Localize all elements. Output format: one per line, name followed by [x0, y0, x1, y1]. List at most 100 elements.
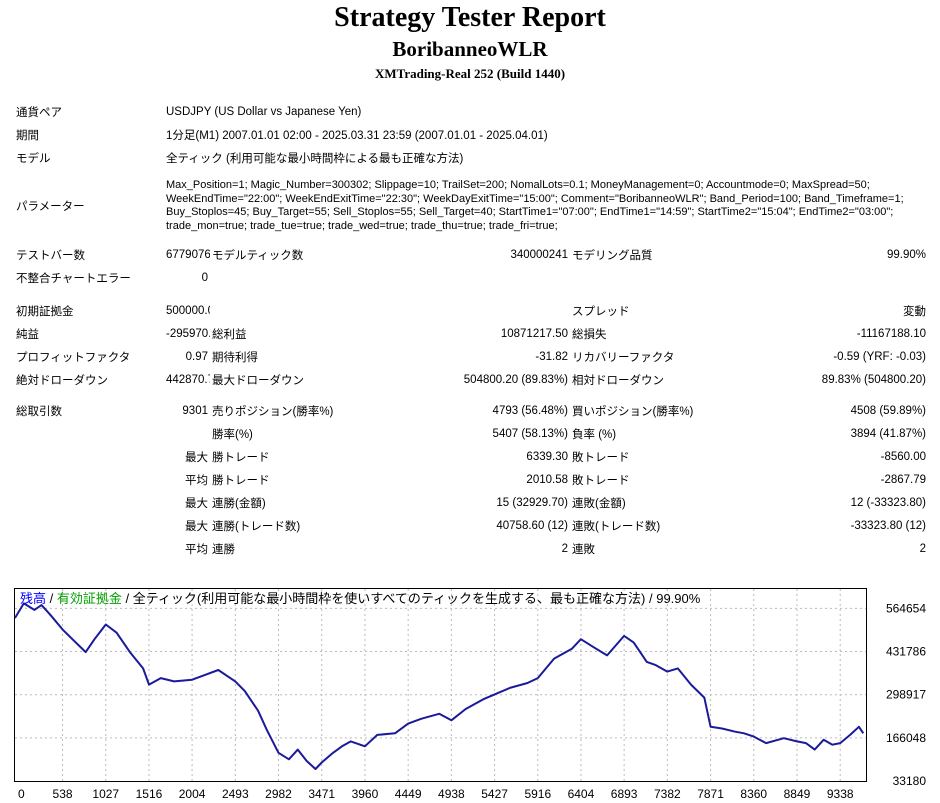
largest-loss-label: 敗トレード — [572, 451, 630, 464]
x-tick-label: 5427 — [481, 787, 508, 801]
report-table: 通貨ペア USDJPY (US Dollar vs Japanese Yen) … — [14, 100, 928, 560]
mismatch-label: 不整合チャートエラー — [16, 272, 131, 285]
rel-dd-value: 89.83% (504800.20) — [821, 373, 927, 386]
x-tick-label: 3960 — [352, 787, 379, 801]
avg-consec-losses-label: 連敗 — [572, 543, 595, 556]
model-label: モデル — [16, 152, 51, 165]
x-tick-label: 0 — [18, 787, 25, 801]
balance-line — [14, 602, 865, 770]
y-tick-label: 166048 — [886, 731, 926, 745]
plot-area — [14, 588, 867, 782]
pf-label: プロフィットファクタ — [16, 351, 131, 364]
consec-loss-value: -33323.80 (12) — [850, 519, 927, 532]
x-tick-label: 2982 — [265, 787, 292, 801]
max-qualifier: 最大 — [185, 497, 208, 510]
consec-wins-money-value: 15 (32929.70) — [496, 496, 568, 509]
consec-losses-money-label: 連敗(金額) — [572, 497, 626, 510]
chart-series — [14, 602, 865, 770]
y-tick-label: 431786 — [886, 645, 926, 659]
deposit-label: 初期証拠金 — [16, 305, 74, 318]
abs-dd-label: 絶対ドローダウン — [16, 374, 108, 387]
ticks-value: 340000241 — [510, 248, 568, 261]
expected-label: 期待利得 — [212, 351, 258, 364]
stats-row-winrate: 勝率(%) 5407 (58.13%) 負率 (%) 3894 (41.87%) — [14, 422, 928, 445]
y-tick-label: 298917 — [886, 688, 926, 702]
info-row-model: モデル 全ティック (利用可能な最小時間枠による最も正確な方法) — [14, 146, 928, 169]
stats-row-largest: 最大 勝トレード 6339.30 敗トレード -8560.00 — [14, 445, 928, 468]
long-value: 4508 (59.89%) — [850, 404, 927, 417]
win-rate-value: 5407 (58.13%) — [492, 427, 568, 440]
stats-row-net: 純益 -295970.60 総利益 10871217.50 総損失 -11167… — [14, 322, 928, 345]
period-label: 期間 — [16, 129, 39, 142]
avg-win-value: 2010.58 — [526, 473, 568, 486]
stats-row-bars: テストバー数 6779076 モデルティック数 340000241 モデリング品… — [14, 243, 928, 266]
avg-consec-wins-value: 2 — [561, 542, 568, 555]
x-tick-label: 6404 — [568, 787, 595, 801]
bars-label: テストバー数 — [16, 249, 85, 262]
consec-losses-money-value: 12 (-33323.80) — [850, 496, 927, 509]
x-tick-label: 3471 — [308, 787, 335, 801]
largest-loss-value: -8560.00 — [880, 450, 927, 463]
avg-loss-label: 敗トレード — [572, 474, 630, 487]
abs-dd-value: 442870.70 — [166, 373, 210, 386]
y-axis-ticks: 564654 431786 298917 166048 33180 — [886, 601, 926, 788]
params-label: パラメーター — [16, 201, 85, 213]
quality-label: モデリング品質 — [572, 249, 653, 262]
net-value: -295970.60 — [166, 327, 210, 340]
max-dd-label: 最大ドローダウン — [212, 374, 304, 387]
x-tick-label: 4938 — [438, 787, 465, 801]
info-row-period: 期間 1分足(M1) 2007.01.01 02:00 - 2025.03.31… — [14, 123, 928, 146]
short-value: 4793 (56.48%) — [492, 404, 568, 417]
consec-profit-label: 連勝(トレード数) — [212, 520, 301, 533]
largest-win-value: 6339.30 — [526, 450, 568, 463]
quality-value: 99.90% — [887, 248, 927, 261]
period-value: 1分足(M1) 2007.01.01 02:00 - 2025.03.31 23… — [166, 129, 548, 142]
stats-row-avg-consec: 平均 連勝 2 連敗 2 — [14, 537, 928, 560]
net-label: 純益 — [16, 328, 39, 341]
gross-profit-value: 10871217.50 — [500, 327, 568, 340]
x-tick-label: 538 — [53, 787, 73, 801]
stats-row-mismatch: 不整合チャートエラー 0 — [14, 266, 928, 289]
x-tick-label: 8360 — [740, 787, 767, 801]
x-tick-label: 2004 — [179, 787, 206, 801]
info-row-pair: 通貨ペア USDJPY (US Dollar vs Japanese Yen) — [14, 100, 928, 123]
consec-profit-value: 40758.60 (12) — [496, 519, 568, 532]
long-label: 買いポジション(勝率%) — [572, 405, 694, 418]
stats-row-average: 平均 勝トレード 2010.58 敗トレード -2867.79 — [14, 468, 928, 491]
x-tick-label: 8849 — [784, 787, 811, 801]
total-trades-label: 総取引数 — [16, 405, 62, 418]
avg-consec-losses-value: 2 — [919, 542, 927, 555]
legend-equity: 有効証拠金 — [57, 591, 122, 606]
loss-rate-value: 3894 (41.87%) — [850, 427, 927, 440]
x-tick-label: 9338 — [827, 787, 854, 801]
ticks-label: モデルティック数 — [212, 249, 304, 262]
stats-row-consec-money: 最大 連勝(金額) 15 (32929.70) 連敗(金額) 12 (-3332… — [14, 491, 928, 514]
spread-value: 変動 — [903, 305, 927, 318]
total-trades-value: 9301 — [182, 404, 208, 417]
x-tick-label: 4449 — [395, 787, 422, 801]
bars-value: 6779076 — [166, 248, 210, 261]
avg-win-label: 勝トレード — [212, 474, 270, 487]
server-build: XMTrading-Real 252 (Build 1440) — [374, 66, 566, 81]
legend-balance: 残高 — [20, 591, 46, 606]
avg-loss-value: -2867.79 — [880, 473, 927, 486]
info-row-params: パラメーター Max_Position=1; Magic_Number=3003… — [14, 169, 928, 243]
deposit-value: 500000.00 — [166, 304, 210, 317]
params-value: Max_Position=1; Magic_Number=300302; Sli… — [166, 179, 904, 232]
recovery-value: -0.59 (YRF: -0.03) — [833, 350, 927, 363]
y-tick-label: 564654 — [886, 601, 926, 615]
stats-row-trades: 総取引数 9301 売りポジション(勝率%) 4793 (56.48%) 買いポ… — [14, 399, 928, 422]
gross-loss-label: 総損失 — [572, 328, 607, 341]
pair-label: 通貨ペア — [16, 106, 62, 119]
x-tick-label: 2493 — [222, 787, 249, 801]
short-label: 売りポジション(勝率%) — [212, 405, 334, 418]
balance-chart: 564654 431786 298917 166048 33180 0 538 1027 15… — [14, 588, 926, 801]
y-tick-label: 33180 — [893, 774, 927, 788]
max-qualifier: 最大 — [185, 451, 208, 464]
spread-label: スプレッド — [572, 305, 630, 318]
x-tick-label: 5916 — [524, 787, 551, 801]
x-tick-label: 7382 — [654, 787, 681, 801]
mismatch-value: 0 — [201, 271, 208, 284]
gross-profit-label: 総利益 — [212, 328, 247, 341]
avg-qualifier: 平均 — [185, 543, 208, 556]
